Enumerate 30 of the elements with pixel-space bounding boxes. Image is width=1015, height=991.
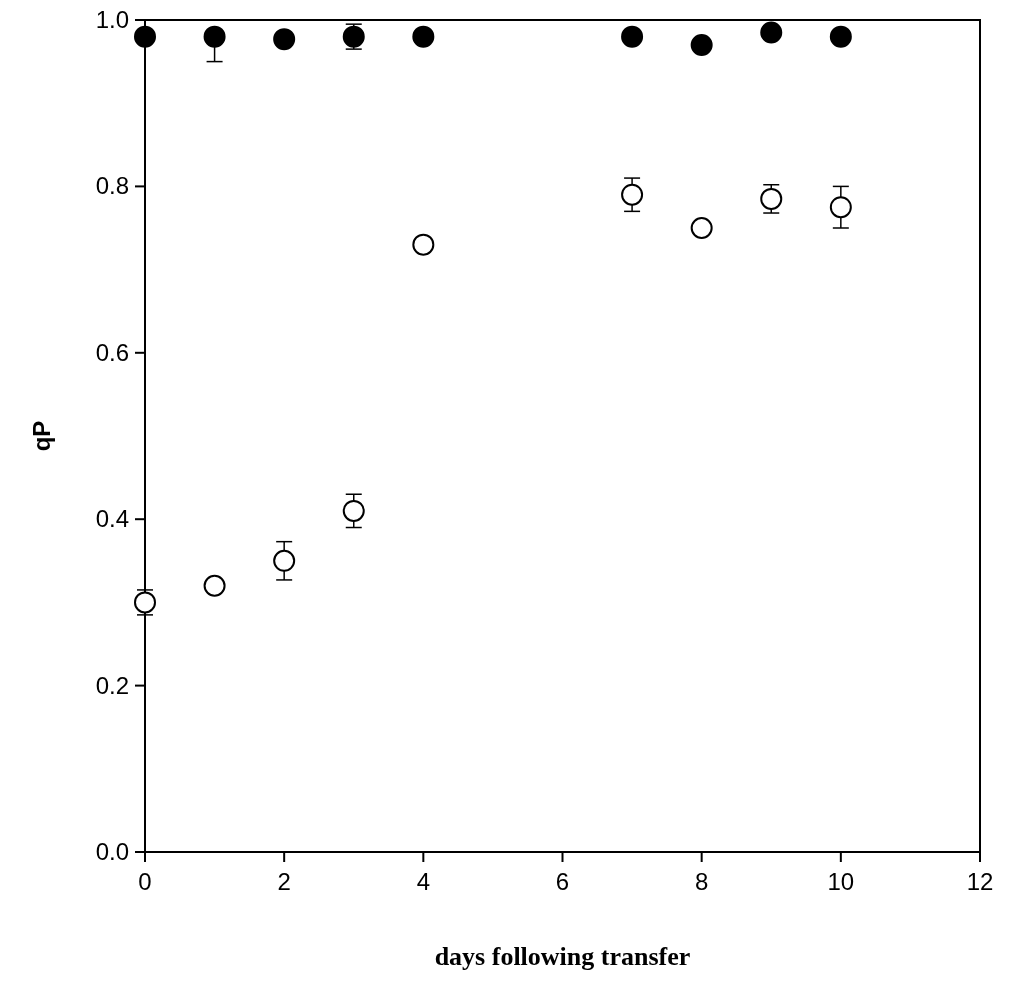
- point: [134, 25, 156, 48]
- point: [621, 25, 644, 48]
- y-tick-label: 0.4: [95, 505, 129, 533]
- x-tick-label: 2: [277, 868, 291, 895]
- point: [342, 499, 365, 522]
- y-axis-title: qP: [28, 420, 55, 452]
- y-tick-label: 0.8: [95, 172, 129, 200]
- y-tick-label: 0.6: [95, 338, 129, 366]
- y-tick-label: 0.0: [95, 838, 129, 865]
- point: [412, 25, 435, 48]
- y-tick-label: 1.0: [95, 6, 129, 33]
- point: [621, 183, 644, 206]
- point: [273, 28, 296, 51]
- point: [203, 574, 226, 597]
- point: [829, 196, 852, 219]
- x-tick-label: 8: [694, 868, 709, 895]
- point: [273, 549, 296, 572]
- x-tick-label: 0: [138, 868, 152, 895]
- x-tick-label: 4: [416, 868, 431, 895]
- y-tick-label: 0.2: [95, 671, 129, 699]
- point: [690, 33, 713, 56]
- x-axis-title: days following transfer: [434, 942, 691, 971]
- x-tick-label: 10: [827, 868, 855, 895]
- x-tick-label: 6: [555, 868, 570, 895]
- point: [829, 25, 852, 48]
- point: [760, 21, 783, 44]
- point: [412, 233, 435, 256]
- x-tick-label: 12: [966, 868, 994, 895]
- point: [203, 25, 226, 48]
- point: [690, 217, 713, 239]
